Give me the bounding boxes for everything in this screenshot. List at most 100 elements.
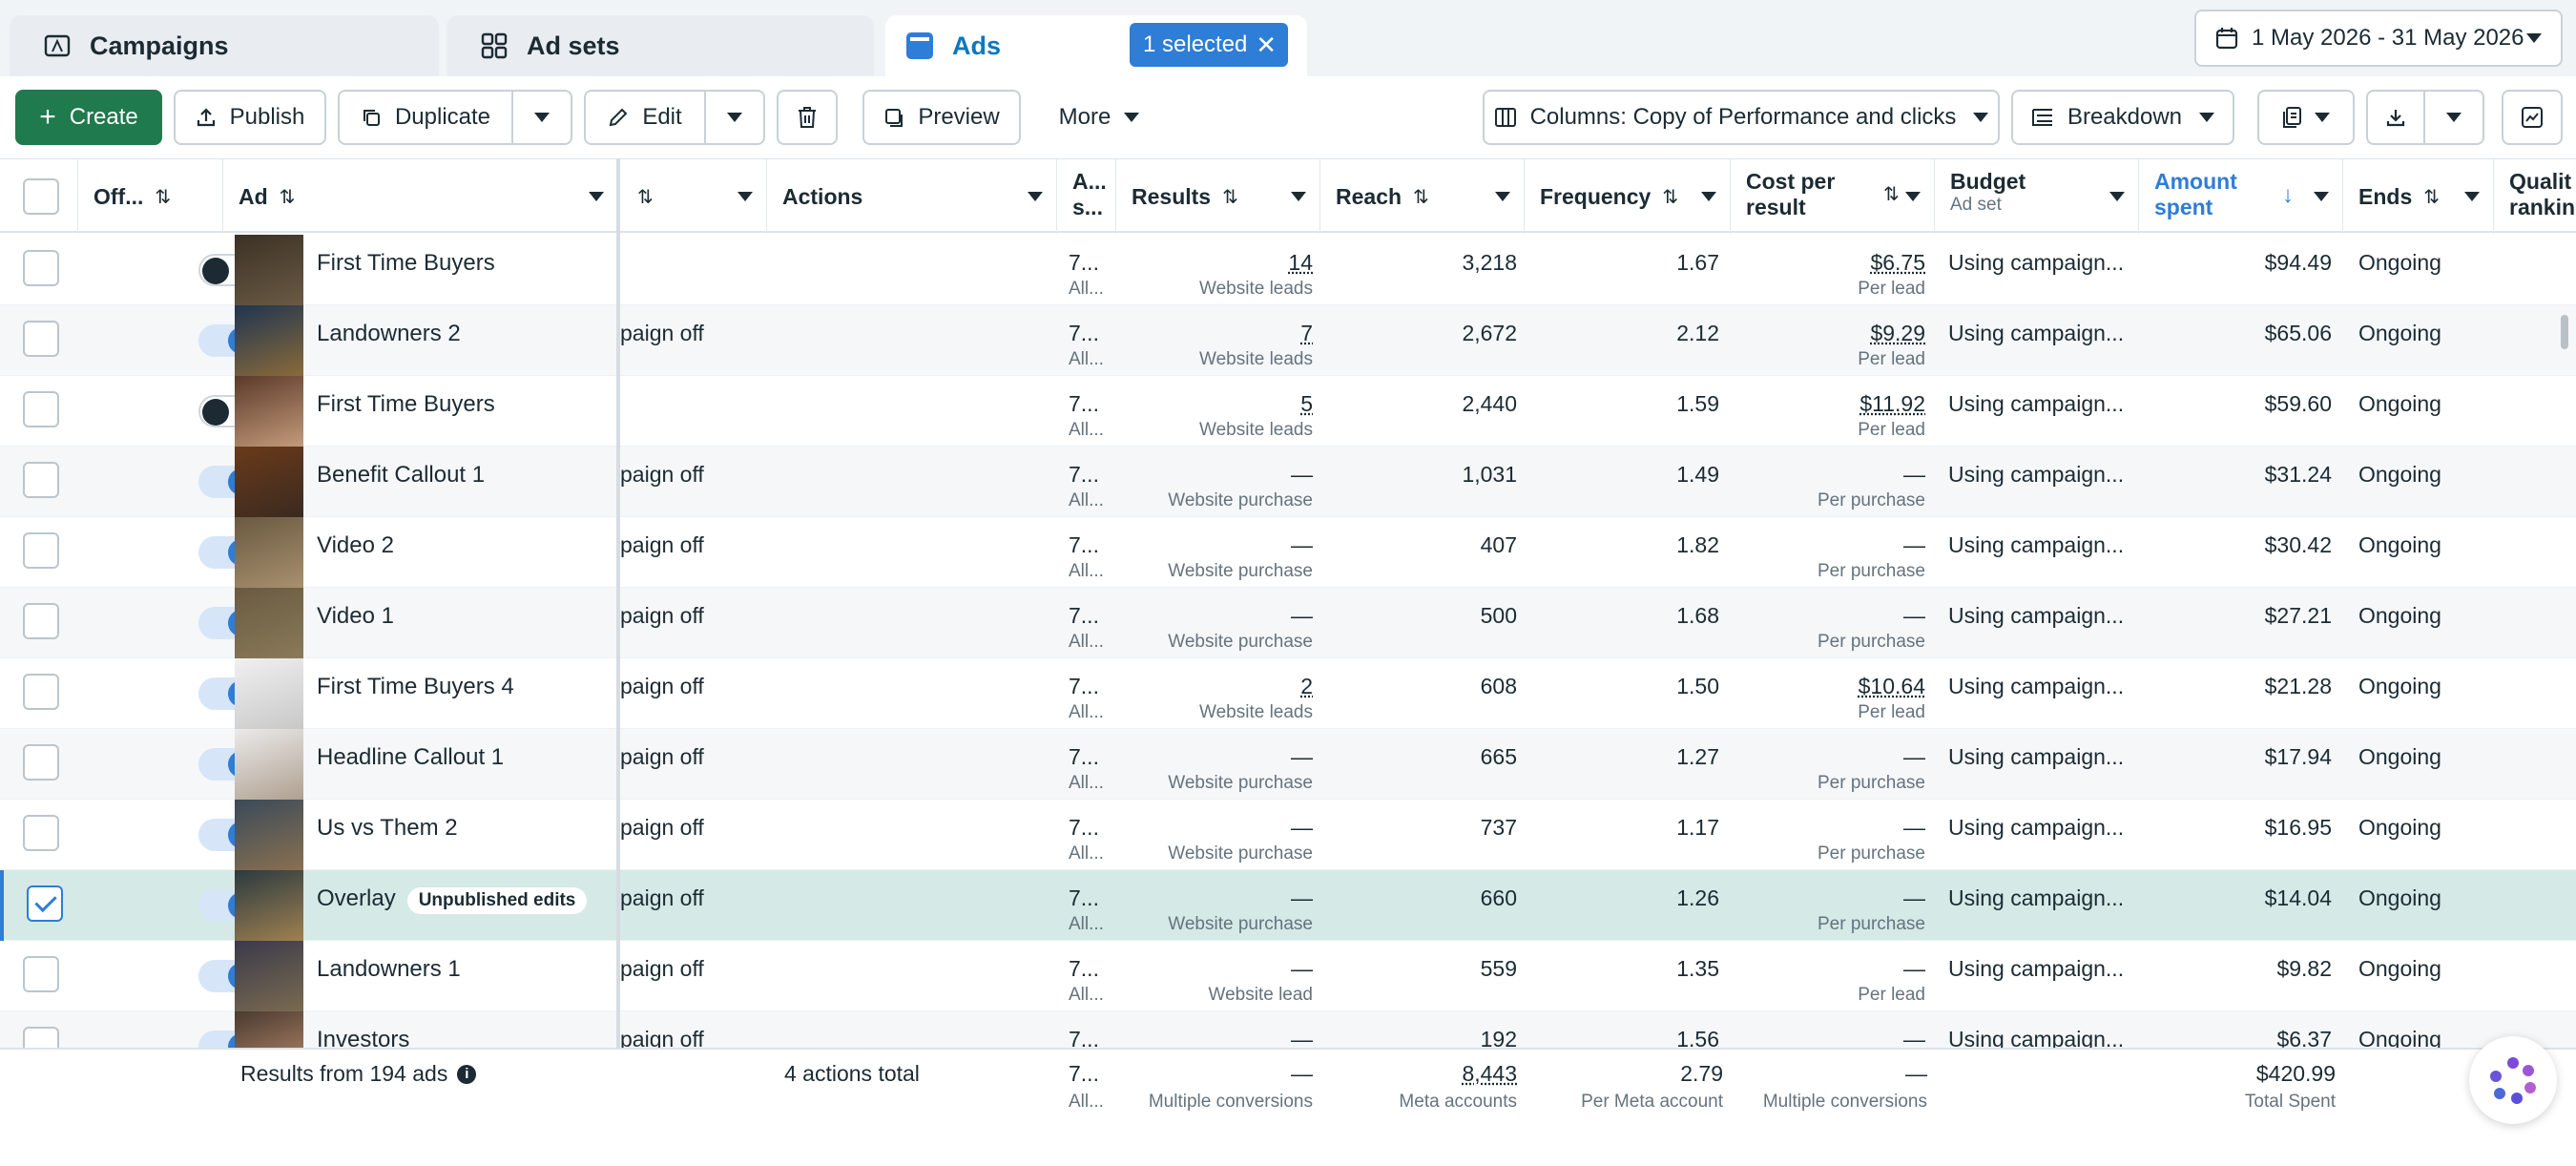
more-button[interactable]: More — [1038, 90, 1160, 145]
ad-name[interactable]: First Time Buyers 4 — [317, 674, 514, 700]
chevron-down-icon[interactable] — [737, 192, 753, 201]
ad-thumbnail[interactable] — [235, 1011, 303, 1048]
table-row[interactable]: First Time Buyers 7... All... 5 Website … — [0, 376, 2576, 447]
info-icon[interactable]: i — [457, 1064, 477, 1084]
table-row[interactable]: Headline Callout 1 paign off 7... All...… — [0, 729, 2576, 800]
vertical-scrollbar[interactable] — [2561, 315, 2568, 349]
table-row[interactable]: First Time Buyers 4 paign off 7... All..… — [0, 658, 2576, 729]
column-header-reach[interactable]: Reach ⇅ — [1320, 159, 1525, 234]
tab-ad-sets[interactable]: Ad sets — [447, 15, 874, 76]
table-row[interactable]: Us vs Them 2 paign off 7... All... — Web… — [0, 800, 2576, 870]
table-row[interactable]: Video 2 paign off 7... All... — Website … — [0, 517, 2576, 588]
row-checkbox[interactable] — [23, 744, 59, 781]
clear-selection-icon[interactable]: ✕ — [1256, 30, 1277, 59]
column-header-off-on[interactable]: Off... ⇅ — [78, 159, 223, 234]
chevron-down-icon[interactable] — [1028, 192, 1043, 201]
ad-thumbnail[interactable] — [235, 870, 303, 941]
edit-button[interactable]: Edit — [584, 90, 706, 145]
sort-icon[interactable]: ⇅ — [155, 186, 172, 208]
ad-name[interactable]: Video 1 — [317, 603, 394, 630]
reports-button[interactable] — [2257, 90, 2355, 145]
results-value[interactable]: 2 — [1300, 674, 1313, 698]
table-row[interactable]: Overlay Unpublished edits paign off 7... … — [0, 870, 2576, 941]
table-row[interactable]: Landowners 1 paign off 7... All... — Web… — [0, 941, 2576, 1011]
row-checkbox[interactable] — [23, 956, 59, 992]
breakdown-button[interactable]: Breakdown — [2011, 90, 2234, 145]
ad-thumbnail[interactable] — [235, 376, 303, 447]
column-header-cost-per-result[interactable]: Cost per result ⇅ — [1731, 159, 1935, 234]
ad-name[interactable]: First Time Buyers — [317, 250, 495, 277]
edit-menu-button[interactable] — [704, 90, 765, 145]
column-header-budget[interactable]: Budget Ad set — [1935, 159, 2139, 234]
ad-name[interactable]: Benefit Callout 1 — [317, 462, 485, 489]
columns-button[interactable]: Columns: Copy of Performance and clicks — [1483, 90, 2000, 145]
ad-name[interactable]: Overlay Unpublished edits — [317, 885, 588, 914]
sort-icon[interactable]: ⇅ — [1222, 186, 1238, 208]
chevron-down-icon[interactable] — [1905, 192, 1921, 201]
chevron-down-icon[interactable] — [2464, 192, 2480, 201]
ad-name[interactable]: Video 2 — [317, 532, 394, 559]
results-value[interactable]: 14 — [1288, 250, 1313, 275]
cost-value[interactable]: $10.64 — [1858, 674, 1925, 698]
results-value[interactable]: 7 — [1300, 321, 1313, 345]
results-value[interactable]: 5 — [1300, 391, 1313, 416]
row-checkbox[interactable] — [23, 815, 59, 851]
table-row[interactable]: Benefit Callout 1 paign off 7... All... … — [0, 447, 2576, 517]
ad-name[interactable]: Landowners 1 — [317, 956, 461, 983]
column-header-ad[interactable]: Ad ⇅ — [223, 159, 618, 234]
row-checkbox[interactable] — [23, 462, 59, 498]
sort-icon[interactable]: ⇅ — [637, 186, 654, 208]
chevron-down-icon[interactable] — [1701, 192, 1716, 201]
cost-value[interactable]: $11.92 — [1859, 391, 1925, 416]
date-range-picker[interactable]: 1 May 2026 - 31 May 2026 — [2194, 10, 2563, 67]
row-checkbox[interactable] — [23, 321, 59, 357]
chevron-down-icon[interactable] — [1495, 192, 1510, 201]
publish-button[interactable]: Publish — [174, 90, 326, 145]
sort-icon[interactable]: ⇅ — [1662, 186, 1679, 208]
ad-thumbnail[interactable] — [235, 658, 303, 729]
column-header-amount-spent[interactable]: Amount spent ↓ — [2139, 159, 2343, 234]
chevron-down-icon[interactable] — [1291, 192, 1306, 201]
sort-icon[interactable]: ⇅ — [2423, 186, 2440, 208]
duplicate-button[interactable]: Duplicate — [338, 90, 513, 145]
ad-thumbnail[interactable] — [235, 588, 303, 658]
column-header-attribution[interactable]: A... s... — [1057, 159, 1116, 234]
ad-thumbnail[interactable] — [235, 517, 303, 588]
charts-button[interactable] — [2502, 90, 2563, 145]
row-checkbox[interactable] — [23, 532, 59, 569]
assistant-button[interactable] — [2469, 1036, 2557, 1124]
column-header-results[interactable]: Results ⇅ — [1116, 159, 1320, 234]
row-checkbox[interactable] — [23, 674, 59, 710]
row-checkbox[interactable] — [23, 603, 59, 639]
table-row[interactable]: Landowners 2 paign off 7... All... 7 Web… — [0, 305, 2576, 376]
preview-button[interactable]: Preview — [862, 90, 1021, 145]
cost-value[interactable]: $9.29 — [1870, 321, 1925, 345]
create-button[interactable]: + Create — [15, 90, 162, 145]
tab-campaigns[interactable]: Campaigns — [10, 15, 439, 76]
selection-pill[interactable]: 1 selected ✕ — [1130, 23, 1288, 67]
sort-icon[interactable]: ⇅ — [279, 186, 296, 208]
duplicate-menu-button[interactable] — [511, 90, 572, 145]
ad-name[interactable]: Us vs Them 2 — [317, 815, 458, 842]
ad-thumbnail[interactable] — [235, 235, 303, 305]
select-all-checkbox[interactable] — [23, 178, 59, 215]
ad-name[interactable]: Landowners 2 — [317, 321, 461, 347]
row-checkbox[interactable] — [23, 250, 59, 286]
column-header-actions[interactable]: Actions — [767, 159, 1057, 234]
sort-icon[interactable]: ⇅ — [1413, 186, 1429, 208]
ad-name[interactable]: Investors — [317, 1027, 409, 1048]
column-header-ends[interactable]: Ends ⇅ — [2343, 159, 2494, 234]
ad-thumbnail[interactable] — [235, 729, 303, 800]
chevron-down-icon[interactable] — [2109, 192, 2125, 201]
sort-descending-icon[interactable]: ↓ — [2282, 182, 2294, 208]
ad-name[interactable]: Headline Callout 1 — [317, 744, 504, 771]
reach-total-value[interactable]: 8,443 — [1462, 1061, 1517, 1086]
sort-icon[interactable]: ⇅ — [1883, 184, 1900, 205]
row-checkbox[interactable] — [23, 1027, 59, 1048]
column-header-delivery[interactable]: ⇅ — [618, 159, 767, 234]
delete-button[interactable] — [777, 90, 838, 145]
cost-value[interactable]: $6.75 — [1870, 250, 1925, 275]
export-button[interactable] — [2366, 90, 2425, 145]
chevron-down-icon[interactable] — [2314, 192, 2329, 201]
table-row[interactable]: Video 1 paign off 7... All... — Website … — [0, 588, 2576, 658]
